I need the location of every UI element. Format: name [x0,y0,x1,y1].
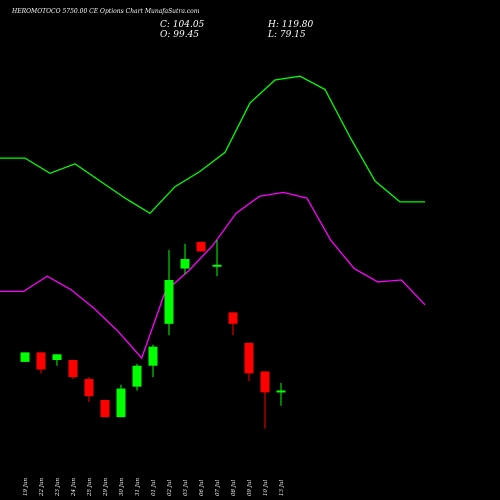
x-tick-label: 10 Jul [263,480,269,496]
x-axis-labels: 19 Jun 22 Jun 23 Jun 24 Jun 25 Jun 29 Jun 30 J… [23,478,285,497]
upper-band-line [0,75,425,215]
x-tick-label: 25 Jun [87,478,93,497]
x-tick-label: 06 Jul [199,480,205,496]
close-value: C: 104.05 [160,20,205,30]
candle-body [180,259,190,269]
candles [20,240,286,429]
open-value: O: 99.45 [160,30,200,40]
candle-body [164,280,174,324]
x-tick-label: 19 Jun [23,478,29,496]
low-value: L: 79.15 [268,30,306,40]
candle-body [68,360,78,378]
x-tick-label: 29 Jun [103,478,109,497]
candle-body [36,352,46,370]
candle-body [84,379,94,397]
x-tick-label: 23 Jun [55,478,61,497]
x-tick-label: 13 Jul [279,480,285,496]
candle-body [52,354,62,360]
x-tick-label: 30 Jun [119,478,125,496]
candle-body [196,241,206,252]
candle-body [148,346,158,366]
candle-body [116,388,126,418]
x-tick-label: 08 Jul [231,480,237,496]
x-tick-label: 24 Jun [71,478,77,497]
x-tick-label: 22 Jun [39,478,45,497]
candle-body [20,352,30,362]
lower-band-line [0,191,426,360]
candle-body [276,390,286,393]
x-tick-label: 31 Jun [135,478,141,496]
candle-body [212,264,222,267]
x-tick-label: 09 Jul [247,480,253,496]
x-tick-label: 07 Jul [215,480,221,496]
candle-body [100,400,110,418]
candle-body [132,365,142,387]
candle-body [260,371,270,393]
bands [0,75,426,360]
candle-body [244,342,254,374]
high-value: H: 119.80 [268,20,314,30]
chart-title: HEROMOTOCO 5750.00 CE Options Chart Muna… [12,8,200,15]
x-tick-label: 01 Jul [151,480,157,496]
x-tick-label: 02 Jul [167,480,173,496]
x-tick-label: 03 Jul [183,480,189,496]
candle-body [228,312,238,324]
